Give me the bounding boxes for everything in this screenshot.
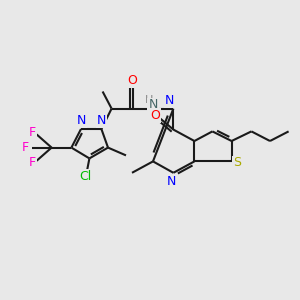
Text: N: N	[76, 114, 86, 127]
Text: O: O	[151, 109, 160, 122]
Text: H: H	[145, 94, 154, 105]
Text: F: F	[28, 126, 36, 140]
Text: F: F	[28, 156, 36, 169]
Text: N: N	[148, 98, 158, 112]
Text: Cl: Cl	[79, 170, 91, 183]
Text: N: N	[97, 114, 106, 127]
Text: S: S	[233, 156, 241, 170]
Text: O: O	[128, 74, 137, 88]
Text: F: F	[22, 141, 29, 154]
Text: N: N	[165, 94, 175, 107]
Text: N: N	[167, 175, 177, 188]
